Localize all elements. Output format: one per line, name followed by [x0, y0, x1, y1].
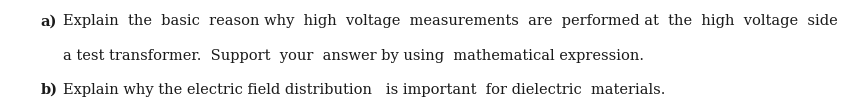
Text: Explain why the electric field distribution   is important  for dielectric  mate: Explain why the electric field distribut… [63, 83, 665, 97]
Text: Explain  the  basic  reason why  high  voltage  measurements  are  performed at : Explain the basic reason why high voltag… [63, 14, 844, 28]
Text: a): a) [41, 14, 57, 28]
Text: a test transformer.  Support  your  answer by using  mathematical expression.: a test transformer. Support your answer … [63, 49, 644, 63]
Text: b): b) [41, 83, 57, 97]
